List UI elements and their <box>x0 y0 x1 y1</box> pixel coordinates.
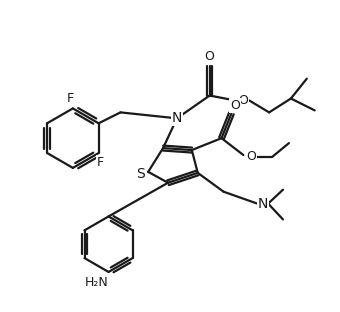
Text: H₂N: H₂N <box>85 276 108 289</box>
Text: O: O <box>238 94 248 107</box>
Text: F: F <box>66 92 73 105</box>
Text: F: F <box>97 156 104 169</box>
Text: N: N <box>172 111 182 125</box>
Text: O: O <box>246 150 256 163</box>
Text: O: O <box>231 99 240 112</box>
Text: O: O <box>205 51 215 63</box>
Text: S: S <box>136 167 144 181</box>
Text: N: N <box>258 197 268 211</box>
